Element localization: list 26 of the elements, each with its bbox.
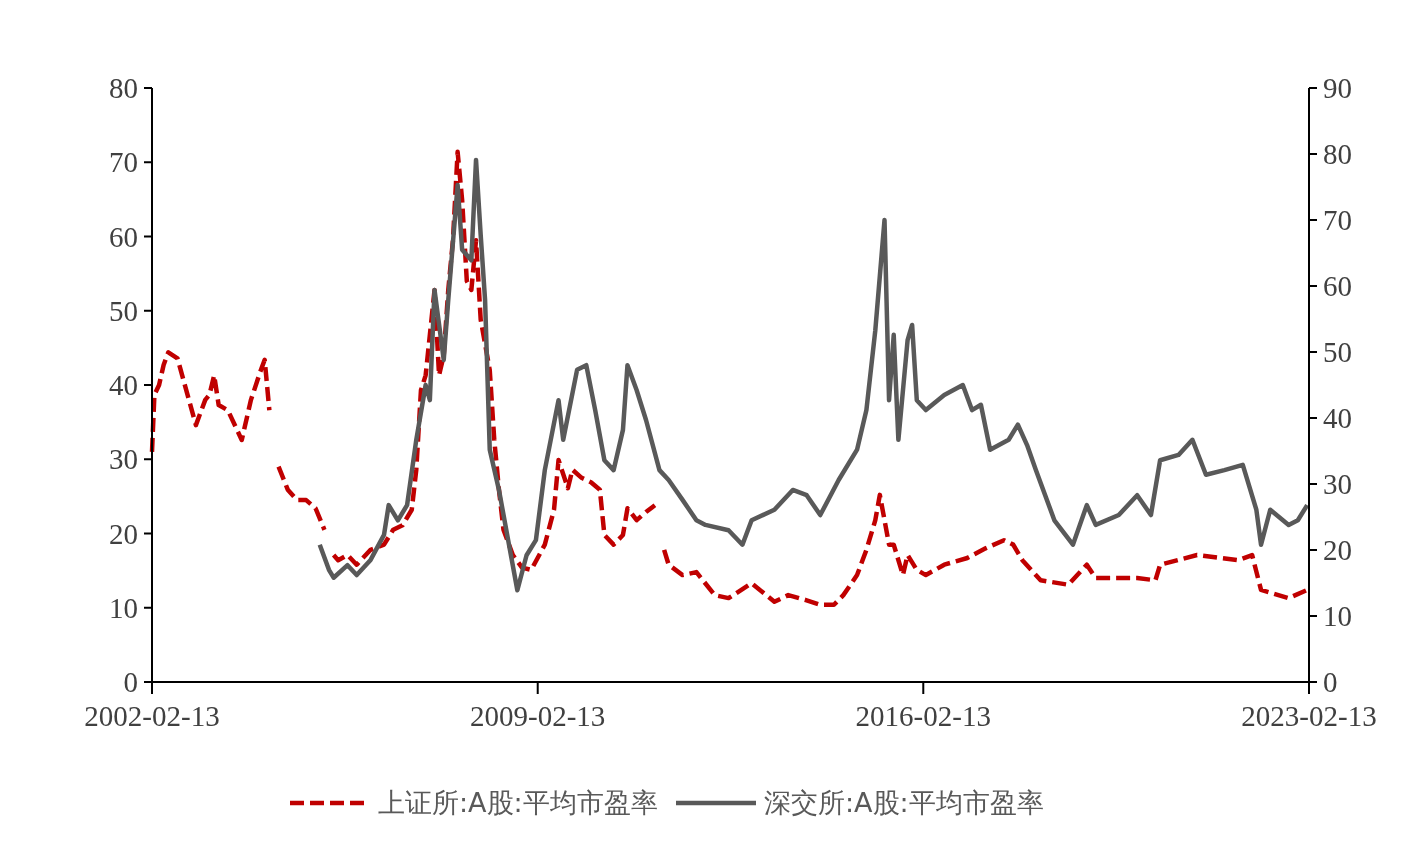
y2-tick-label: 30 — [1323, 468, 1352, 501]
y-tick-label: 10 — [109, 591, 138, 624]
y2-tick-label: 40 — [1323, 402, 1352, 435]
y-tick-label: 40 — [109, 369, 138, 402]
y2-tick-label: 90 — [1323, 72, 1352, 105]
y-tick-label: 20 — [109, 517, 138, 550]
line-series — [317, 157, 1310, 593]
y-tick-label: 80 — [109, 72, 138, 105]
y-tick-label: 0 — [123, 666, 138, 699]
x-tick-label: 2016-02-13 — [855, 700, 991, 732]
y-tick-label: 70 — [109, 146, 138, 179]
y-tick-label: 30 — [109, 443, 138, 476]
y2-tick-label: 60 — [1323, 270, 1352, 303]
legend-label: 上证所:A股:平均市盈率 — [378, 787, 658, 819]
x-tick-label: 2009-02-13 — [470, 700, 606, 732]
y-tick-label: 60 — [109, 220, 138, 253]
legend-label: 深交所:A股:平均市盈率 — [764, 787, 1044, 819]
y2-tick-label: 10 — [1323, 600, 1352, 633]
x-tick-label: 2002-02-13 — [84, 700, 220, 732]
y-tick-label: 50 — [109, 294, 138, 327]
y2-tick-label: 0 — [1323, 666, 1338, 699]
x-tick-label: 2023-02-13 — [1241, 700, 1377, 732]
y2-tick-label: 20 — [1323, 534, 1352, 567]
y2-tick-label: 70 — [1323, 204, 1352, 237]
y2-tick-label: 80 — [1323, 138, 1352, 171]
y2-tick-label: 50 — [1323, 336, 1352, 369]
